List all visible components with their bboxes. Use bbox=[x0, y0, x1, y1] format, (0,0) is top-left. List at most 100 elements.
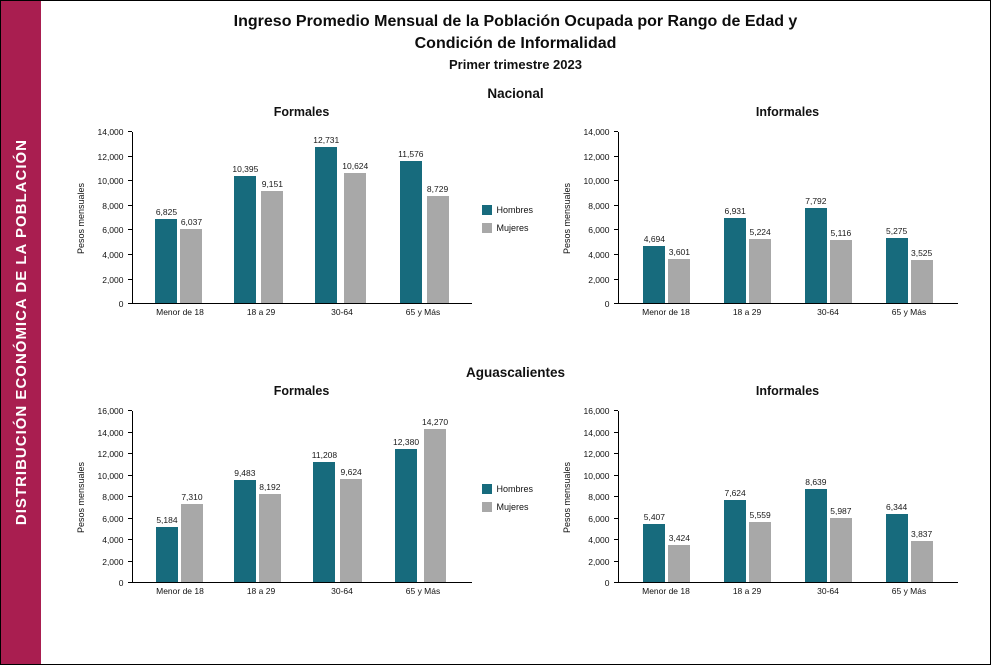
y-tick-label: 4,000 bbox=[102, 250, 124, 261]
chart-body: Pesos mensuales 0 2,000 4,000 6,000 8,000 10,… bbox=[74, 127, 472, 318]
bar-value-label: 3,525 bbox=[910, 247, 933, 258]
y-axis-title: Pesos mensuales bbox=[561, 461, 572, 533]
chart-subtitle: Informales bbox=[755, 384, 820, 399]
bar-value-label: 11,208 bbox=[311, 449, 338, 460]
chart-body: Pesos mensuales 0 2,000 4,000 6,000 8,000 10,… bbox=[560, 127, 958, 318]
y-tick-mark bbox=[613, 180, 618, 182]
y-axis: 0 2,000 4,000 6,000 8,000 10,000 12,000 14,000 1… bbox=[574, 406, 618, 588]
bar-hombres bbox=[885, 514, 908, 583]
bar-value-label: 8,639 bbox=[805, 477, 827, 488]
bar-value-label: 7,310 bbox=[181, 491, 203, 502]
y-tick-label: 8,000 bbox=[102, 200, 124, 211]
chart-body: Pesos mensuales 0 2,000 4,000 6,000 8,000 10,… bbox=[74, 406, 472, 597]
chart-aguascalientes-formales: Formales Pesos mensuales 0 2,000 4,000 6,00… bbox=[74, 384, 472, 596]
y-tick-label: 6,000 bbox=[102, 225, 124, 236]
plot-wrap: 6,825 6,037 10,395 9,151 12,731 10,624 11,576 8… bbox=[131, 132, 472, 318]
y-tick-mark bbox=[613, 410, 618, 412]
y-tick-label: 16,000 bbox=[97, 406, 124, 417]
bar-group: 6,344 3,837 bbox=[885, 502, 933, 583]
bar-value-label: 3,601 bbox=[668, 247, 691, 257]
bar-group: 8,639 5,987 bbox=[804, 477, 852, 583]
y-tick-mark bbox=[127, 303, 132, 305]
legend-swatch bbox=[481, 484, 492, 495]
chart-subtitle: Formales bbox=[273, 384, 330, 399]
plot-area: 5,184 7,310 9,483 8,192 11,208 9,624 12,380 14,… bbox=[131, 411, 472, 584]
y-axis: 0 2,000 4,000 6,000 8,000 10,000 12,000 14,000 1… bbox=[88, 406, 132, 588]
bar-hombres bbox=[643, 524, 666, 583]
plot-area: 4,694 3,601 6,931 5,224 7,792 5,116 5,275 3,525 bbox=[617, 132, 958, 305]
bar-value-label: 3,837 bbox=[910, 529, 933, 539]
bar-group: 5,275 3,525 bbox=[885, 226, 933, 304]
bar-wrap: 6,344 bbox=[885, 502, 908, 583]
bar-value-label: 9,624 bbox=[340, 466, 362, 477]
bar-group: 6,931 5,224 bbox=[724, 206, 772, 304]
y-tick-label: 8,000 bbox=[102, 492, 124, 503]
x-axis-labels: Menor de 18 18 a 29 30-64 65 y Más bbox=[618, 583, 958, 596]
bar-mujeres bbox=[749, 522, 772, 583]
bar-wrap: 10,395 bbox=[232, 164, 258, 304]
y-tick-mark bbox=[127, 254, 132, 256]
x-category-label: 18 a 29 bbox=[732, 307, 762, 318]
bar-hombres bbox=[885, 238, 908, 304]
bar-wrap: 6,825 bbox=[155, 207, 178, 304]
bar-wrap: 9,483 bbox=[233, 468, 256, 583]
bar-wrap: 7,624 bbox=[724, 488, 747, 583]
bar-wrap: 10,624 bbox=[342, 161, 368, 304]
y-tick-label: 0 bbox=[604, 578, 610, 589]
y-tick-mark bbox=[127, 453, 132, 455]
x-category-label: 65 y Más bbox=[891, 586, 927, 597]
y-tick-label: 2,000 bbox=[588, 556, 610, 567]
y-tick-label: 10,000 bbox=[583, 470, 610, 481]
bar-group: 12,380 14,270 bbox=[393, 417, 448, 583]
y-axis-title: Pesos mensuales bbox=[561, 182, 572, 254]
bar-value-label: 10,395 bbox=[232, 163, 259, 174]
plot-area: 6,825 6,037 10,395 9,151 12,731 10,624 11,576 8… bbox=[131, 132, 472, 305]
bar-value-label: 3,424 bbox=[668, 533, 691, 544]
bar-mujeres bbox=[910, 259, 933, 304]
bar-hombres bbox=[313, 461, 336, 583]
bar-hombres bbox=[234, 175, 257, 304]
legend-label: Hombres bbox=[496, 484, 534, 495]
bar-wrap: 5,559 bbox=[749, 510, 772, 583]
bar-value-label: 6,825 bbox=[155, 207, 178, 218]
legend: Hombres Mujeres bbox=[472, 205, 560, 234]
bar-wrap: 3,837 bbox=[910, 529, 933, 583]
bar-value-label: 9,483 bbox=[234, 468, 256, 479]
chart-subtitle: Formales bbox=[273, 105, 330, 120]
x-category-label: Menor de 18 bbox=[642, 307, 690, 318]
plot-wrap: 4,694 3,601 6,931 5,224 7,792 5,116 5,275 3,525… bbox=[617, 132, 958, 318]
bar-wrap: 7,310 bbox=[180, 491, 203, 583]
bar-mujeres bbox=[426, 196, 449, 304]
bar-value-label: 11,576 bbox=[398, 149, 424, 159]
bar-group: 5,407 3,424 bbox=[643, 512, 691, 583]
x-category-label: Menor de 18 bbox=[642, 586, 690, 597]
bar-value-label: 5,987 bbox=[830, 505, 852, 516]
bar-hombres bbox=[724, 500, 747, 583]
y-tick-mark bbox=[613, 539, 618, 541]
x-category-label: Menor de 18 bbox=[156, 586, 204, 597]
chart-nacional-informales: Informales Pesos mensuales 0 2,000 4,000 6,… bbox=[560, 105, 958, 317]
legend-label: Mujeres bbox=[496, 502, 529, 513]
bar-wrap: 3,424 bbox=[668, 533, 691, 583]
section-aguascalientes: Aguascalientes Formales Pesos mensuales … bbox=[55, 365, 976, 596]
y-tick-mark bbox=[127, 560, 132, 562]
bar-hombres bbox=[399, 161, 422, 304]
legend-swatch bbox=[481, 223, 492, 234]
y-tick-mark bbox=[127, 278, 132, 280]
y-tick-label: 4,000 bbox=[102, 535, 124, 546]
y-tick-label: 10,000 bbox=[97, 470, 124, 481]
bar-hombres bbox=[155, 219, 178, 304]
x-category-label: 65 y Más bbox=[405, 307, 441, 318]
section-nacional: Nacional Formales Pesos mensuales 0 2,000… bbox=[55, 86, 976, 317]
y-tick-mark bbox=[613, 229, 618, 231]
plot-wrap: 5,407 3,424 7,624 5,559 8,639 5,987 6,344 3,837… bbox=[617, 411, 958, 596]
report-period: Primer trimestre 2023 bbox=[449, 57, 582, 73]
chart-nacional-formales: Formales Pesos mensuales 0 2,000 4,000 6,00… bbox=[74, 105, 472, 317]
y-tick-mark bbox=[613, 155, 618, 157]
bar-wrap: 8,729 bbox=[426, 184, 449, 304]
bar-mujeres bbox=[180, 503, 203, 583]
x-category-label: 30-64 bbox=[331, 307, 353, 318]
bar-wrap: 3,601 bbox=[668, 247, 691, 304]
bar-mujeres bbox=[261, 190, 284, 304]
page-title-line2: Condición de Informalidad bbox=[414, 34, 617, 52]
